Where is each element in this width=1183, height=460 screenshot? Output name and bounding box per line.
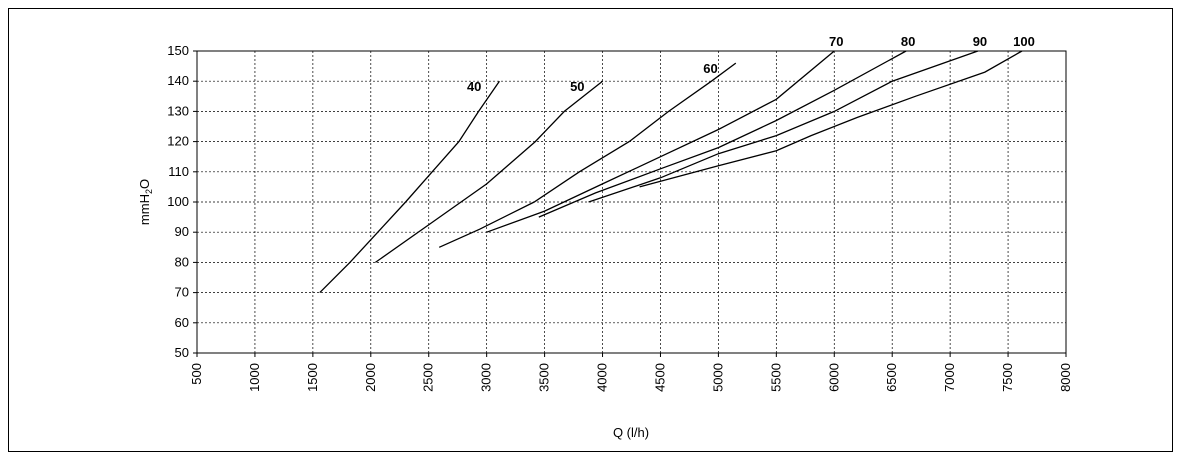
y-axis-title-tail: O bbox=[137, 179, 152, 189]
chart-svg: 500 1000 1500 2000 2500 3000 3500 4000 4500 5000 5… bbox=[137, 34, 1073, 440]
y-tick-label: 140 bbox=[167, 73, 189, 88]
series-line-100 bbox=[639, 50, 1023, 188]
series-label-100: 100 bbox=[1013, 34, 1035, 49]
y-tick-label: 150 bbox=[167, 43, 189, 58]
series-line-80 bbox=[538, 50, 907, 218]
label-layer: 40 50 60 70 80 90 100 bbox=[467, 34, 1035, 94]
series-label-80: 80 bbox=[901, 34, 915, 49]
x-tick-label: 500 bbox=[189, 363, 204, 385]
y-axis-title-sub: 2 bbox=[144, 189, 154, 194]
chart-frame: 500 1000 1500 2000 2500 3000 3500 4000 4500 5000 5… bbox=[8, 8, 1173, 452]
x-tick-label: 7000 bbox=[942, 363, 957, 392]
y-tick-label: 110 bbox=[168, 164, 189, 179]
y-tick-label: 120 bbox=[167, 134, 189, 149]
x-tick-label: 3000 bbox=[479, 363, 494, 392]
y-tick-label: 50 bbox=[175, 345, 189, 360]
y-tick-label: 90 bbox=[175, 224, 189, 239]
series-line-90 bbox=[588, 50, 979, 203]
x-tick-label: 2000 bbox=[363, 363, 378, 392]
x-tick-label: 1500 bbox=[305, 363, 320, 392]
x-tick-label: 4500 bbox=[652, 363, 667, 392]
series-label-40: 40 bbox=[467, 79, 481, 94]
x-tick-label: 6000 bbox=[826, 363, 841, 392]
y-tick-label: 60 bbox=[175, 315, 189, 330]
x-tick-label: 2500 bbox=[421, 363, 436, 392]
series-label-70: 70 bbox=[829, 34, 843, 49]
x-tick-label: 7500 bbox=[1000, 363, 1015, 392]
axis-layer: 500 1000 1500 2000 2500 3000 3500 4000 4500 5000 5… bbox=[167, 43, 1073, 392]
x-tick-label: 8000 bbox=[1058, 363, 1073, 392]
y-tick-label: 100 bbox=[167, 194, 189, 209]
x-axis-title: Q (l/h) bbox=[613, 425, 649, 440]
series-label-50: 50 bbox=[570, 79, 584, 94]
series-layer bbox=[319, 50, 1023, 294]
series-line-60 bbox=[438, 62, 737, 248]
x-tick-label: 3500 bbox=[537, 363, 552, 392]
y-axis-title: mmH2O bbox=[137, 179, 154, 225]
y-tick-label: 130 bbox=[167, 103, 189, 118]
grid-layer bbox=[197, 51, 1066, 353]
x-tick-label: 6500 bbox=[884, 363, 899, 392]
series-line-50 bbox=[375, 80, 603, 263]
plot-area bbox=[196, 50, 1067, 354]
y-tick-label: 70 bbox=[175, 285, 189, 300]
x-tick-label: 1000 bbox=[247, 363, 262, 392]
x-tick-label: 5000 bbox=[710, 363, 725, 392]
x-tick-label: 5500 bbox=[768, 363, 783, 392]
series-line-70 bbox=[486, 50, 835, 233]
y-axis-title-main: mmH bbox=[137, 194, 152, 225]
series-label-90: 90 bbox=[973, 34, 987, 49]
series-label-60: 60 bbox=[703, 61, 717, 76]
y-tick-label: 80 bbox=[175, 254, 189, 269]
series-line-40 bbox=[319, 80, 500, 294]
x-tick-label: 4000 bbox=[595, 363, 610, 392]
